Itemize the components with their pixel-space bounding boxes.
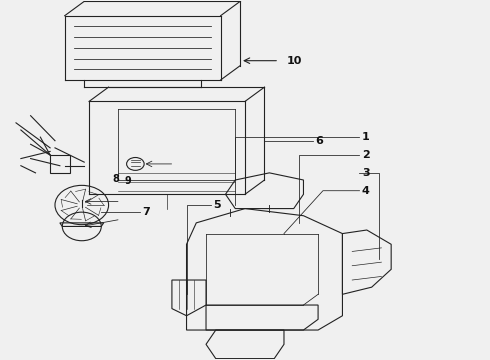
- Text: 5: 5: [213, 200, 221, 210]
- Bar: [50, 155, 70, 173]
- Text: 9: 9: [124, 176, 131, 186]
- Text: 1: 1: [362, 132, 369, 142]
- Text: 2: 2: [362, 150, 369, 160]
- Text: 10: 10: [287, 56, 302, 66]
- Text: 7: 7: [143, 207, 150, 217]
- Text: 6: 6: [316, 136, 323, 146]
- Text: 8: 8: [112, 174, 120, 184]
- Text: 4: 4: [362, 186, 370, 196]
- Text: 3: 3: [362, 168, 369, 178]
